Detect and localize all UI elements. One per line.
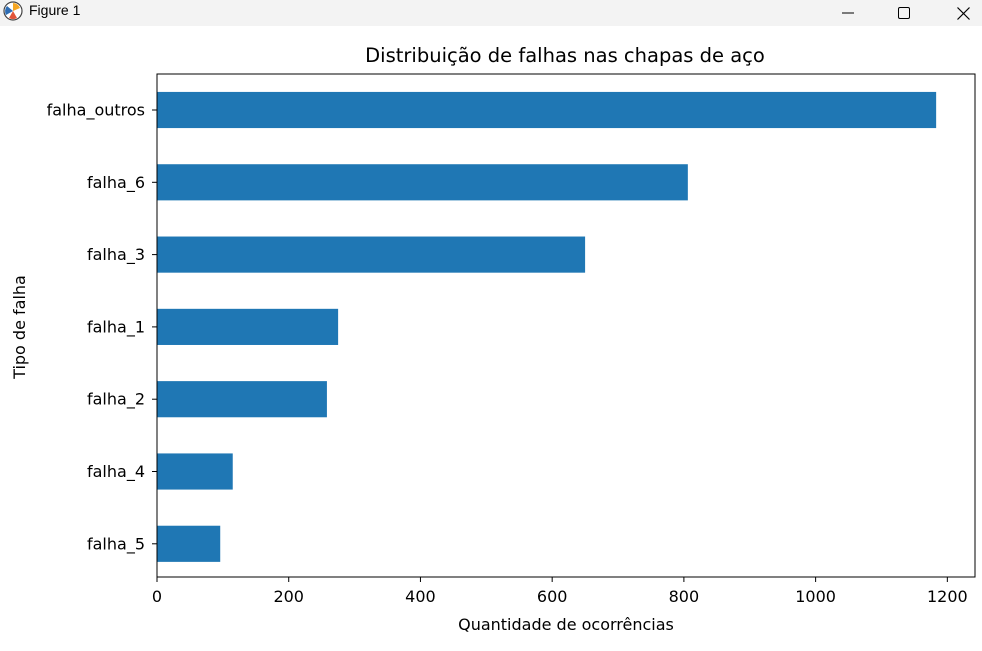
bar-falha_6 [157, 164, 688, 201]
plot-frame [156, 73, 976, 578]
minimize-icon [842, 12, 854, 14]
bar-falha_4 [157, 453, 233, 490]
bar-falha_1 [157, 308, 339, 345]
chart-title: Distribuição de falhas nas chapas de aço [365, 44, 765, 67]
y-tick-label: falha_outros [47, 101, 145, 121]
x-tick-label: 1200 [927, 587, 968, 606]
y-tick-label: falha_3 [87, 245, 145, 265]
matplotlib-icon [3, 1, 23, 21]
bar-falha_5 [157, 525, 221, 562]
window-titlebar: Figure 1 [0, 0, 982, 26]
bar-falha_outros [157, 91, 937, 129]
x-ticks-group: 0 200 400 600 800 1000 1200 [152, 577, 968, 606]
x-axis-label: Quantidade de ocorrências [458, 615, 674, 634]
maximize-icon [898, 7, 910, 19]
y-ticks-group: falha_outros falha_6 falha_3 falha_1 falha_2… [47, 101, 157, 554]
window-title: Figure 1 [29, 2, 81, 18]
close-icon [956, 6, 970, 20]
close-button[interactable] [940, 0, 982, 26]
x-tick-label: 1000 [795, 587, 836, 606]
y-tick-label: falha_4 [87, 462, 145, 482]
x-tick-label: 800 [669, 587, 700, 606]
bar-falha_2 [157, 381, 327, 418]
bars-group [157, 91, 937, 562]
x-tick-label: 0 [152, 587, 162, 606]
bar-falha_3 [157, 236, 586, 273]
bar-chart: Distribuição de falhas nas chapas de aço… [10, 44, 976, 634]
y-tick-label: falha_1 [87, 317, 145, 337]
y-tick-label: falha_2 [87, 390, 145, 410]
minimize-button[interactable] [825, 0, 871, 26]
x-tick-label: 400 [405, 587, 436, 606]
y-tick-label: falha_5 [87, 534, 145, 554]
x-tick-label: 600 [537, 587, 568, 606]
y-axis-label: Tipo de falha [10, 275, 29, 380]
y-tick-label: falha_6 [87, 173, 145, 193]
maximize-button[interactable] [881, 0, 927, 26]
x-tick-label: 200 [273, 587, 304, 606]
